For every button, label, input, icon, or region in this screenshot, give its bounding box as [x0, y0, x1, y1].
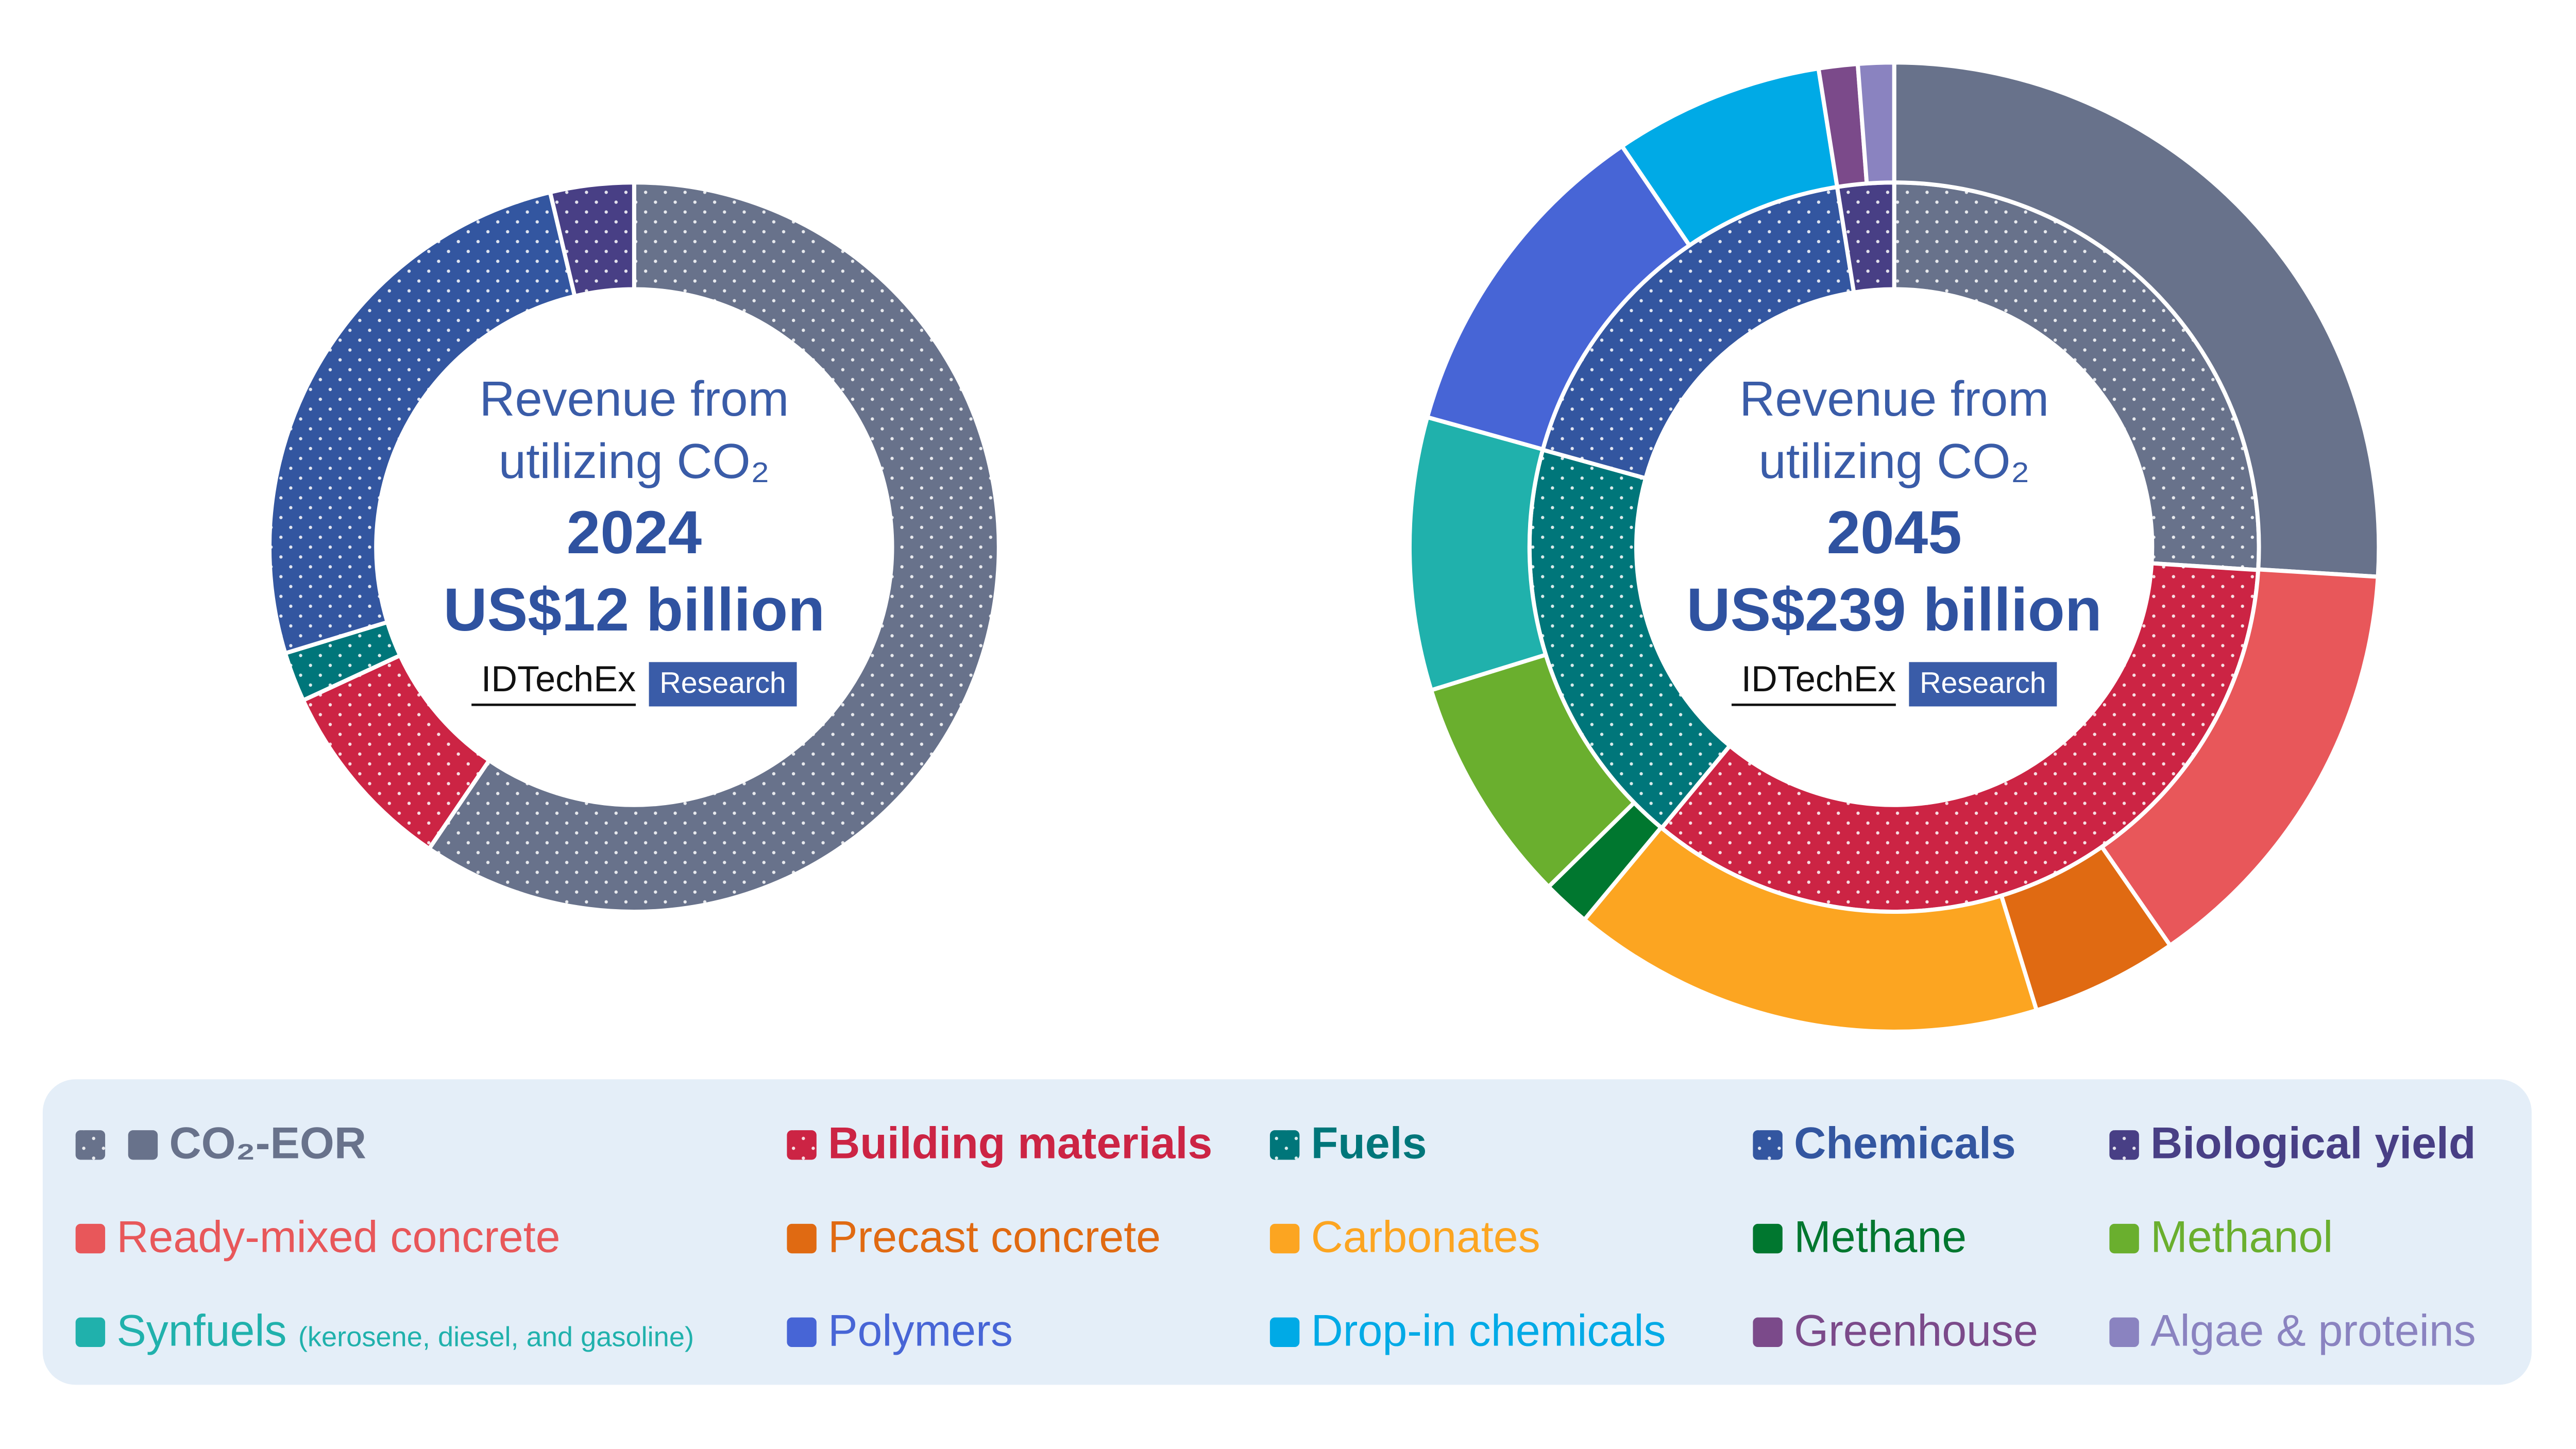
legend-swatch — [128, 1130, 158, 1160]
logo-box — [649, 662, 797, 707]
legend-label: Building materials — [828, 1119, 1212, 1168]
legend-swatch — [2109, 1317, 2139, 1348]
donut-segment — [1855, 60, 1896, 186]
donut-segment — [426, 180, 1001, 914]
legend-swatch — [2109, 1223, 2139, 1254]
legend-label: Methane — [1794, 1213, 1967, 1262]
legend-label: Fuels — [1311, 1119, 1427, 1168]
logo-box — [1909, 662, 2057, 707]
logo-tag: Research — [1920, 667, 2046, 700]
donut-segment — [1581, 824, 2039, 1034]
legend-swatch — [75, 1223, 106, 1254]
legend-label: Precast concrete — [828, 1213, 1161, 1262]
legend-label: Ready-mixed concrete — [116, 1213, 560, 1262]
legend-label: Greenhouse — [1794, 1306, 2038, 1355]
center-year: 2024 — [567, 499, 702, 567]
legend-label: Algae & proteins — [2150, 1306, 2476, 1355]
donut-segment — [547, 180, 636, 299]
center-year: 2045 — [1826, 499, 1961, 567]
legend-swatch — [1753, 1130, 1783, 1160]
legend-swatch — [1753, 1317, 1783, 1348]
legend-label: Synfuels — [116, 1306, 286, 1355]
donut-segment — [1408, 414, 1549, 693]
center-total: US$239 billion — [1686, 576, 2102, 644]
legend-label: Drop-in chemicals — [1311, 1306, 1666, 1355]
center-text: utilizing CO₂ — [1759, 434, 2030, 489]
center-total: US$12 billion — [443, 576, 825, 644]
legend-label: Methanol — [2150, 1213, 2333, 1262]
legend-swatch — [1753, 1223, 1783, 1254]
center-text: Revenue from — [1739, 371, 2049, 427]
legend-note: (kerosene, diesel, and gasoline) — [298, 1321, 694, 1352]
legend-swatch — [1269, 1130, 1300, 1160]
legend-swatch — [75, 1130, 106, 1160]
center-text: utilizing CO₂ — [499, 434, 770, 489]
legend-swatch — [1269, 1317, 1300, 1348]
center-text: Revenue from — [479, 371, 789, 427]
legend-label: CO₂-EOR — [169, 1119, 366, 1168]
legend-swatch — [2109, 1130, 2139, 1160]
donut-segment — [267, 190, 578, 656]
legend-label: Biological yield — [2150, 1119, 2476, 1168]
legend-label: Chemicals — [1794, 1119, 2016, 1168]
logo-tag: Research — [659, 667, 786, 700]
legend-label: Carbonates — [1311, 1213, 1540, 1262]
legend-swatch — [787, 1223, 817, 1254]
legend-label: Polymers — [828, 1306, 1013, 1355]
donut-segment — [2099, 567, 2380, 948]
legend-swatch — [1269, 1223, 1300, 1254]
legend-swatch — [787, 1130, 817, 1160]
logo-brand: IDTechEx — [1741, 658, 1896, 699]
logo-brand: IDTechEx — [481, 658, 636, 699]
legend-swatch — [787, 1317, 817, 1348]
donut-segment — [1892, 60, 2381, 579]
legend-swatch — [75, 1317, 106, 1348]
